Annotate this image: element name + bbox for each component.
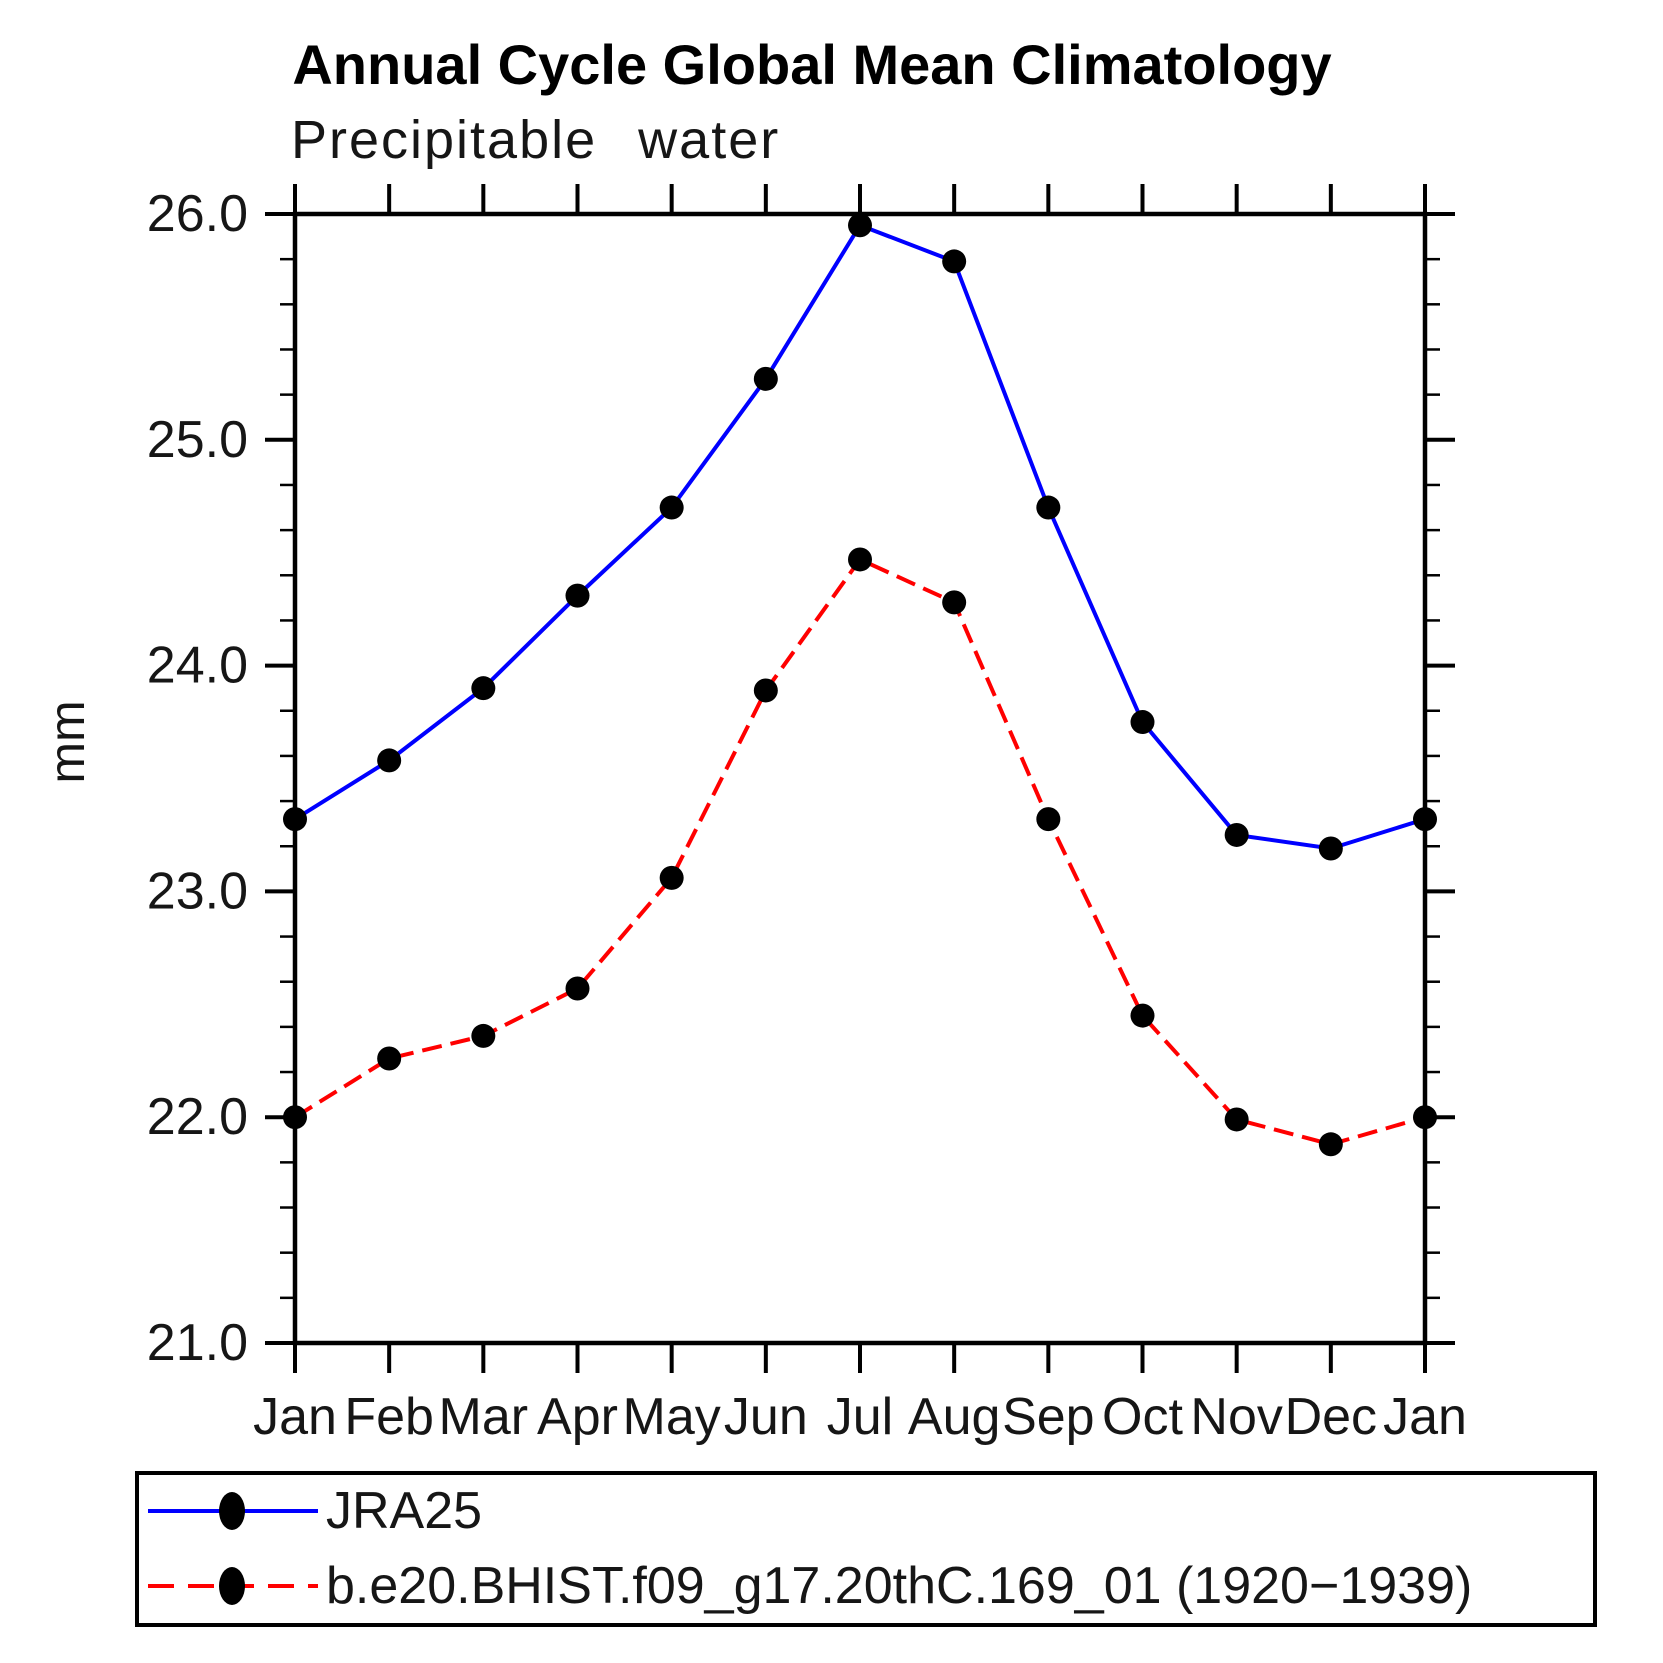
legend-label: JRA25: [326, 1482, 482, 1540]
data-point: [471, 1023, 496, 1048]
data-point: [1318, 836, 1343, 861]
y-axis-title: mm: [39, 700, 95, 783]
data-point: [1224, 1107, 1249, 1132]
data-point: [942, 590, 967, 615]
x-tick-label: Apr: [537, 1388, 618, 1446]
y-tick-label: 21.0: [147, 1314, 248, 1372]
data-point: [753, 678, 778, 703]
x-tick-label: Sep: [1002, 1388, 1095, 1446]
x-tick-label: May: [623, 1388, 721, 1446]
data-point: [283, 1105, 307, 1130]
data-point: [283, 807, 307, 832]
data-point: [377, 1046, 402, 1071]
data-point: [848, 547, 872, 572]
legend-box: [135, 1471, 1597, 1627]
data-point: [1036, 495, 1061, 520]
data-point: [848, 213, 872, 238]
x-tick-label: Dec: [1285, 1388, 1377, 1446]
data-point: [1413, 807, 1437, 832]
x-tick-label: Jul: [827, 1388, 893, 1446]
data-point: [471, 676, 496, 701]
x-tick-label: Jan: [253, 1388, 337, 1446]
plot-frame: [292, 211, 1428, 1346]
legend-sample-marker: [219, 1567, 245, 1605]
data-point: [377, 748, 402, 773]
y-tick-label: 26.0: [147, 185, 248, 243]
data-point: [942, 249, 967, 274]
series-line-1: [293, 556, 1426, 1147]
chart-title: Annual Cycle Global Mean Climatology: [292, 33, 1331, 96]
legend-label: b.e20.BHIST.f09_g17.20thC.169_01 (1920−1…: [326, 1557, 1472, 1615]
x-tick-label: Aug: [908, 1388, 1001, 1446]
x-tick-label: Jan: [1383, 1388, 1467, 1446]
legend-sample-marker: [219, 1492, 245, 1530]
x-tick-label: Oct: [1102, 1388, 1183, 1446]
x-tick-label: Nov: [1190, 1388, 1282, 1446]
data-point: [1130, 1003, 1155, 1028]
x-tick-label: Jun: [724, 1388, 808, 1446]
data-point: [1036, 807, 1061, 832]
y-tick-label: 23.0: [147, 862, 248, 920]
chart-subtitle: Precipitable water: [291, 110, 780, 170]
series-line-0: [293, 222, 1426, 851]
data-point: [1318, 1132, 1343, 1157]
y-tick-label: 25.0: [147, 411, 248, 469]
data-point: [1224, 822, 1249, 847]
data-point: [565, 976, 590, 1001]
data-point: [659, 495, 684, 520]
y-tick-label: 22.0: [147, 1088, 248, 1146]
data-point: [565, 583, 590, 608]
data-point: [1413, 1105, 1437, 1130]
y-tick-label: 24.0: [147, 637, 248, 695]
x-tick-label: Mar: [439, 1388, 529, 1446]
data-point: [1130, 710, 1155, 735]
data-point: [659, 865, 684, 890]
data-point: [753, 366, 778, 391]
x-tick-label: Feb: [344, 1388, 434, 1446]
